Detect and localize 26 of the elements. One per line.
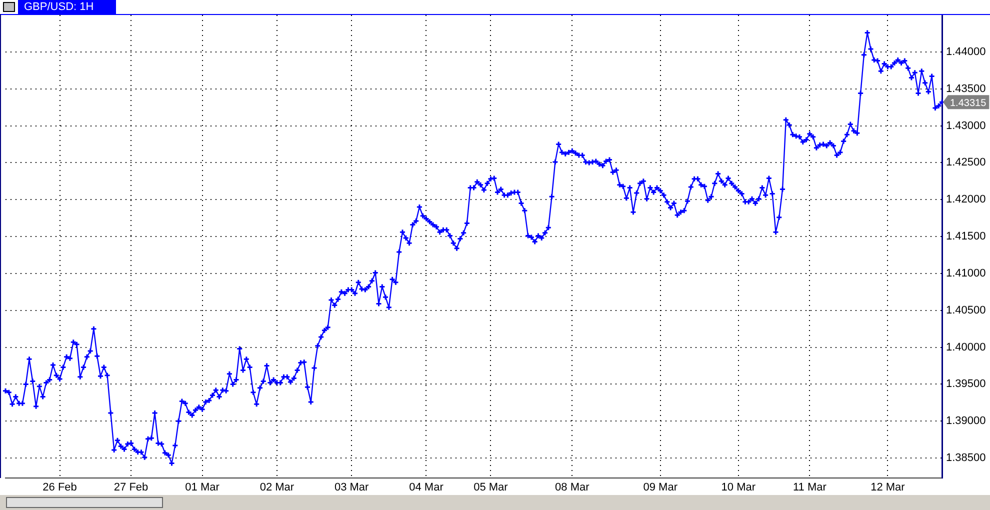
y-tick-label: 1.39500 xyxy=(946,378,986,390)
x-tick-label: 03 Mar xyxy=(334,482,370,494)
text: 1.43315 xyxy=(950,98,987,109)
y-tick-label: 1.39000 xyxy=(946,415,986,428)
y-tick-label: 1.40000 xyxy=(946,341,986,354)
x-tick-label: 08 Mar xyxy=(555,482,590,494)
x-tick-label: 26 Feb xyxy=(42,482,77,494)
x-tick-label: 27 Feb xyxy=(114,482,148,494)
y-tick-label: 1.38500 xyxy=(946,452,986,464)
x-tick-label: 01 Mar xyxy=(185,482,220,494)
y-tick-label: 1.44000 xyxy=(946,46,986,58)
y-tick-label: 1.40500 xyxy=(946,304,986,316)
x-tick-label: 04 Mar xyxy=(409,482,444,494)
y-tick-label: 1.41000 xyxy=(946,267,986,280)
x-tick-label: 12 Mar xyxy=(870,482,906,494)
x-tick-label: 11 Mar xyxy=(792,482,827,494)
y-tick-label: 1.43500 xyxy=(946,82,986,95)
y-tick-label: 1.42500 xyxy=(946,156,986,169)
chart-title: GBP/USD: 1H xyxy=(18,0,116,14)
x-tick-label: 10 Mar xyxy=(721,482,756,494)
y-tick-label: 1.41500 xyxy=(946,230,986,243)
y-tick-label: 1.42000 xyxy=(946,194,986,206)
x-tick-label: 02 Mar xyxy=(260,482,294,494)
x-tick-label: 05 Mar xyxy=(474,482,508,494)
y-tick-label: 1.43000 xyxy=(946,120,986,132)
x-tick-label: 09 Mar xyxy=(643,482,678,494)
